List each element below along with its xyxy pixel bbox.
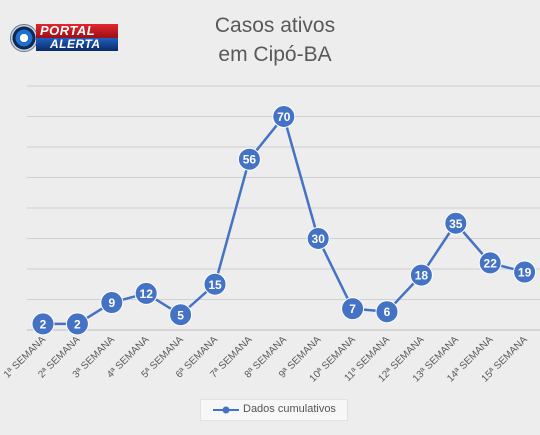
- chart-title-line: em Cipó-BA: [218, 43, 331, 66]
- data-point: [409, 263, 433, 287]
- legend: Dados cumulativos: [200, 399, 348, 421]
- data-label: 70: [277, 110, 291, 124]
- data-label: 19: [518, 266, 532, 280]
- logo-line2: ALERTA: [36, 38, 118, 51]
- data-point: [306, 227, 330, 250]
- data-label: 12: [140, 287, 154, 301]
- data-label: 6: [384, 305, 391, 319]
- chart-title-line: Casos ativos: [215, 14, 335, 37]
- data-point: [237, 147, 261, 171]
- data-label: 2: [74, 317, 81, 331]
- data-point: [134, 281, 158, 305]
- data-point: [513, 260, 537, 284]
- data-point: [203, 272, 227, 296]
- data-point: [169, 303, 193, 327]
- data-point: [478, 251, 502, 275]
- data-label: 35: [449, 217, 463, 231]
- data-label: 30: [312, 232, 326, 246]
- data-label: 22: [484, 256, 498, 270]
- portal-alerta-logo: PORTAL ALERTA: [10, 22, 118, 54]
- data-point: [444, 211, 468, 235]
- data-label: 15: [208, 278, 222, 292]
- eye-logo-icon: [10, 24, 38, 52]
- data-label: 7: [349, 302, 356, 316]
- legend-line-marker-icon: [213, 406, 239, 414]
- data-point: [375, 300, 399, 324]
- data-point: [341, 297, 365, 321]
- data-point: [100, 291, 124, 315]
- data-label: 5: [177, 308, 184, 322]
- legend-label: Dados cumulativos: [243, 403, 336, 415]
- data-label: 2: [40, 317, 47, 331]
- data-point: [65, 312, 89, 336]
- data-point: [31, 312, 55, 336]
- data-point: [272, 105, 296, 128]
- data-label: 56: [243, 153, 257, 167]
- logo-line1: PORTAL: [36, 24, 118, 38]
- data-label: 18: [415, 269, 429, 283]
- data-label: 9: [108, 296, 115, 310]
